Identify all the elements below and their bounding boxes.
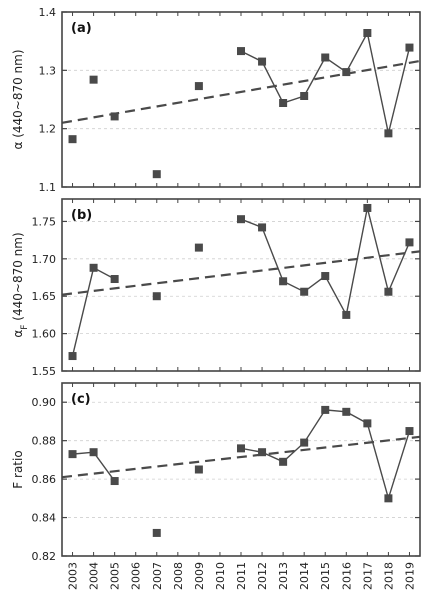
y-tick-label: 0.86 bbox=[32, 473, 57, 486]
series-line bbox=[71, 266, 115, 357]
data-point-2007 bbox=[152, 528, 161, 537]
y-tick-label: 0.82 bbox=[32, 550, 57, 563]
panel-frame bbox=[61, 11, 421, 188]
y-axis-label: F ratio bbox=[11, 450, 25, 488]
x-tick-label: 2015 bbox=[319, 562, 332, 590]
x-tick-label: 2016 bbox=[340, 562, 353, 590]
data-point-2005 bbox=[110, 112, 119, 121]
y-tick-label: 1.65 bbox=[32, 290, 57, 303]
data-point-2011 bbox=[237, 444, 245, 453]
panel-frame bbox=[61, 198, 421, 372]
data-point-2014 bbox=[300, 438, 309, 447]
y-axis-label-main: α bbox=[11, 330, 25, 338]
data-point-2017 bbox=[363, 29, 372, 37]
data-point-2005 bbox=[110, 477, 119, 486]
data-point-2003 bbox=[68, 450, 77, 459]
y-tick-label: 1.2 bbox=[39, 123, 57, 136]
data-point-2003 bbox=[68, 135, 77, 144]
x-tick-label: 2005 bbox=[109, 562, 122, 590]
x-tick-label: 2014 bbox=[298, 562, 311, 590]
data-point-2018 bbox=[384, 287, 393, 296]
x-tick-label: 2006 bbox=[130, 562, 143, 590]
x-tick-label: 2010 bbox=[214, 562, 227, 590]
trend-line bbox=[61, 435, 421, 479]
x-tick-label: 2012 bbox=[256, 562, 269, 590]
data-point-2012 bbox=[258, 57, 267, 66]
series-line bbox=[240, 409, 411, 501]
y-axis-label: α (440~870 nm) bbox=[11, 49, 25, 149]
series-line bbox=[240, 207, 411, 317]
panel-2: 1.55 1.60 1.65 1.70 1.75 (b) αF (440~870 nm) bbox=[11, 198, 421, 378]
data-point-2012 bbox=[258, 223, 267, 232]
y-axis-label: αF (440~870 nm) bbox=[11, 232, 30, 337]
x-tick-label: 2018 bbox=[382, 562, 395, 590]
data-point-2019 bbox=[405, 43, 414, 52]
series-line bbox=[72, 451, 116, 482]
data-point-2004 bbox=[89, 75, 98, 84]
data-point-2009 bbox=[194, 465, 203, 474]
x-tick-label: 2008 bbox=[172, 562, 185, 590]
data-point-2015 bbox=[321, 405, 330, 414]
panel-label: (c) bbox=[71, 392, 91, 407]
data-point-2009 bbox=[194, 243, 203, 252]
x-tick-label: 2004 bbox=[88, 562, 101, 590]
series-line bbox=[240, 30, 411, 134]
data-point-2016 bbox=[342, 310, 351, 319]
y-tick-label: 1.60 bbox=[32, 328, 57, 341]
x-tick-label: 2003 bbox=[67, 562, 80, 590]
y-tick-label: 1.55 bbox=[32, 365, 57, 378]
data-point-2014 bbox=[300, 92, 309, 100]
data-point-2019 bbox=[405, 427, 414, 436]
x-tick-label: 2017 bbox=[361, 562, 374, 590]
y-tick-label: 1.4 bbox=[39, 6, 57, 19]
data-point-2013 bbox=[279, 99, 288, 107]
data-point-2003 bbox=[68, 352, 77, 361]
data-point-2012 bbox=[258, 448, 267, 457]
data-point-2005 bbox=[110, 275, 119, 284]
panel-label: (b) bbox=[71, 208, 92, 223]
data-point-2014 bbox=[300, 287, 309, 296]
y-tick-label: 1.70 bbox=[32, 253, 57, 266]
trend-line bbox=[61, 250, 421, 296]
data-point-2018 bbox=[384, 494, 393, 503]
x-tick-label: 2019 bbox=[403, 562, 416, 590]
data-point-2011 bbox=[237, 47, 245, 56]
y-axis-label-sub: F bbox=[20, 325, 30, 330]
data-point-2015 bbox=[321, 272, 330, 281]
data-point-2015 bbox=[321, 53, 330, 62]
y-tick-label: 0.84 bbox=[32, 512, 57, 525]
data-point-2017 bbox=[363, 203, 372, 212]
data-point-2007 bbox=[152, 170, 161, 179]
data-point-2013 bbox=[279, 457, 288, 466]
y-tick-label: 0.88 bbox=[32, 435, 57, 448]
data-point-2019 bbox=[405, 238, 414, 247]
data-point-2016 bbox=[342, 68, 351, 77]
data-point-2017 bbox=[363, 419, 372, 428]
data-point-2016 bbox=[342, 407, 351, 416]
x-tick-label: 2011 bbox=[235, 562, 248, 590]
panel-3: 0.82 0.84 0.86 0.88 0.90 (c) F ratio bbox=[11, 382, 421, 563]
data-point-2004 bbox=[89, 263, 98, 272]
panel-1: 1.1 1.2 1.3 1.4 (a) α (440~870 nm) bbox=[11, 6, 421, 194]
x-tick-label: 2007 bbox=[151, 562, 164, 590]
data-point-2018 bbox=[384, 129, 393, 138]
y-axis-label-rest: (440~870 nm) bbox=[11, 232, 25, 324]
x-tick-label: 2013 bbox=[277, 562, 290, 590]
data-point-2011 bbox=[237, 215, 245, 224]
data-point-2013 bbox=[279, 277, 288, 286]
y-tick-label: 1.3 bbox=[39, 64, 57, 77]
panel-frame bbox=[61, 382, 421, 557]
trend-line bbox=[61, 59, 421, 124]
data-point-2009 bbox=[194, 82, 203, 91]
y-tick-label: 0.90 bbox=[32, 396, 57, 409]
y-tick-label: 1.75 bbox=[32, 215, 57, 228]
data-point-2007 bbox=[152, 292, 161, 301]
x-tick-label: 2009 bbox=[193, 562, 206, 590]
y-tick-label: 1.1 bbox=[39, 181, 57, 194]
data-point-2004 bbox=[89, 448, 98, 457]
panel-label: (a) bbox=[71, 21, 92, 36]
